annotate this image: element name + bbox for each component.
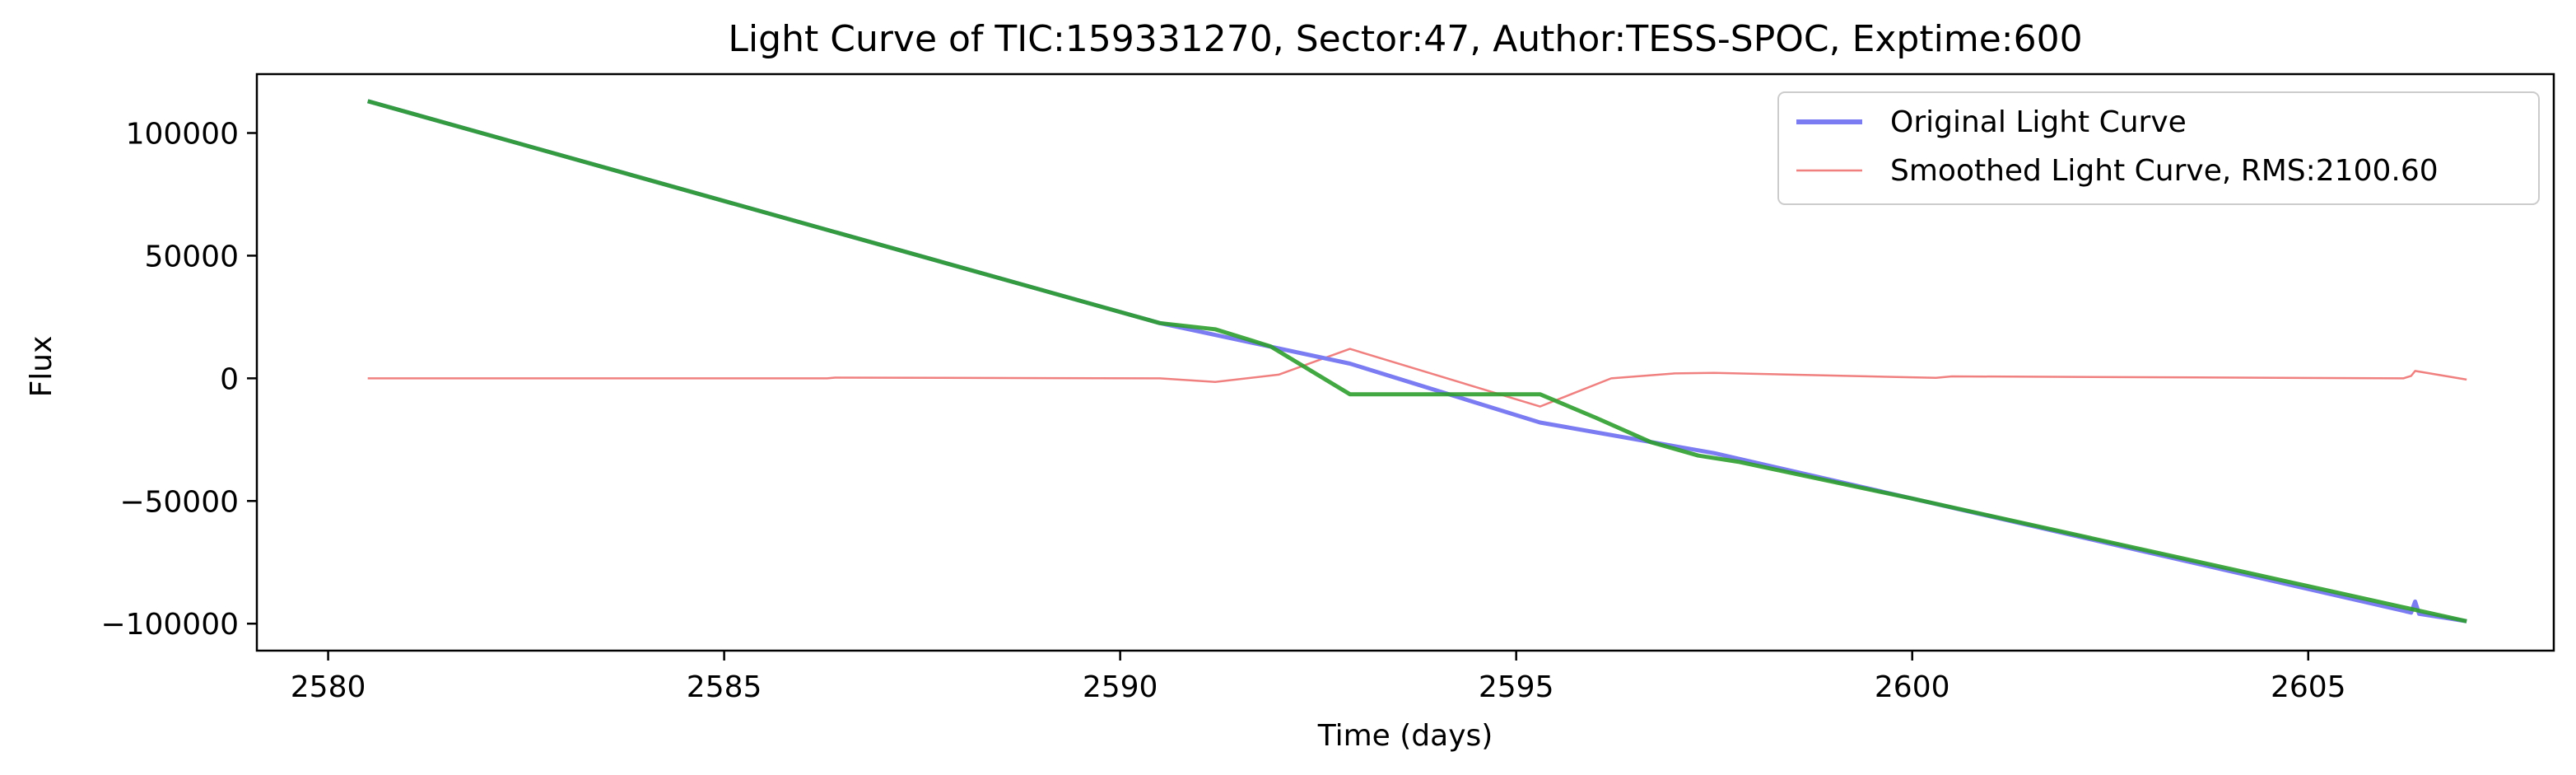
x-tick-label: 2585: [687, 670, 762, 704]
legend-label-original: Original Light Curve: [1890, 105, 2187, 139]
y-tick-label: 0: [220, 362, 239, 396]
x-tick-label: 2590: [1083, 670, 1158, 704]
y-tick-label: −100000: [100, 608, 239, 642]
x-tick-label: 2605: [2271, 670, 2346, 704]
series-line-smoothed: [367, 348, 2467, 408]
x-axis: 2580 2585 2590 2595 2600 2605: [291, 651, 2346, 704]
legend-label-smoothed: Smoothed Light Curve, RMS:2100.60: [1890, 154, 2439, 188]
y-tick-label: 50000: [144, 240, 239, 273]
x-tick-label: 2580: [291, 670, 366, 704]
plot-frame: [255, 72, 2555, 652]
x-tick-label: 2595: [1479, 670, 1554, 704]
plot-area: [367, 99, 2467, 623]
y-tick-label: 100000: [126, 117, 239, 151]
x-axis-label: Time (days): [1317, 719, 1493, 753]
legend-box: [1777, 91, 2540, 205]
x-tick-label: 2600: [1875, 670, 1950, 704]
legend: Original Light Curve Smoothed Light Curv…: [1777, 91, 2540, 205]
y-axis: 100000 50000 0 −50000 −100000: [100, 117, 257, 642]
y-axis-label: Flux: [25, 336, 58, 398]
chart-title: Light Curve of TIC:159331270, Sector:47,…: [728, 18, 2082, 60]
y-tick-label: −50000: [119, 485, 239, 519]
series-line-trend: [367, 99, 2467, 623]
